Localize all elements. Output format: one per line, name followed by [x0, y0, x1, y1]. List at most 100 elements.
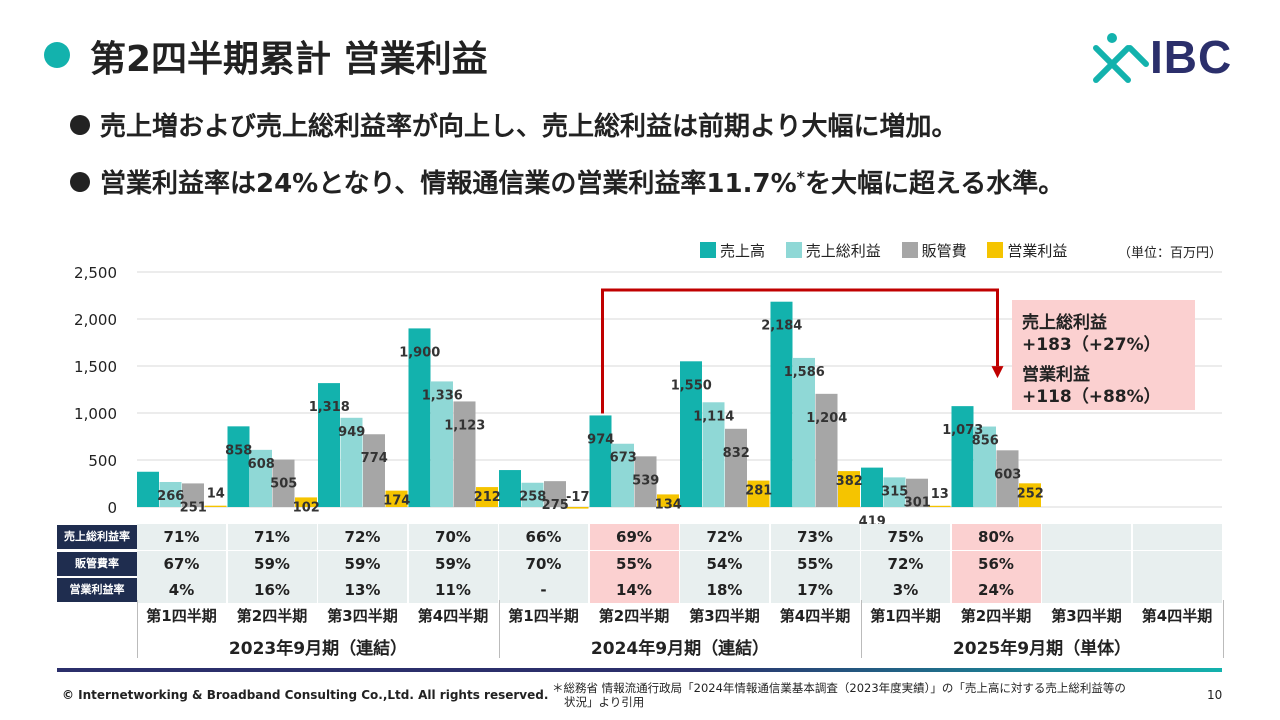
- legend-swatch-op: [987, 241, 1004, 258]
- bar: [159, 481, 182, 507]
- data-label: 774: [361, 451, 388, 466]
- x-tick-label: 第4四半期: [417, 607, 489, 625]
- x-tick-label: 第3四半期: [689, 607, 760, 625]
- data-label: 252: [1017, 486, 1044, 501]
- x-tick-label: 第2四半期: [598, 607, 670, 625]
- bar: [725, 428, 747, 507]
- ratio-header: 売上総利益率: [57, 525, 137, 549]
- footer-divider: [57, 668, 1222, 672]
- bullet-1: 売上増および売上総利益率が向上し、売上総利益は前期より大幅に増加。: [70, 106, 957, 143]
- x-tick-label: 第2四半期: [960, 607, 1032, 625]
- fiscal-year-label: 2023年9月期（連結）: [228, 639, 408, 659]
- bar: [793, 357, 815, 507]
- ratio-cell: 66%: [499, 524, 588, 550]
- data-label: 14: [207, 487, 225, 502]
- legend-label-op: 営業利益: [1007, 242, 1068, 260]
- ratio-cell: 54%: [680, 551, 769, 577]
- ratio-cell: 56%: [951, 551, 1041, 577]
- ratio-cell: 72%: [861, 551, 950, 577]
- bullet-1-text: 売上増および売上総利益率が向上し、売上総利益は前期より大幅に増加。: [100, 112, 958, 142]
- ratio-cell: 67%: [137, 551, 226, 577]
- bar: [634, 456, 657, 507]
- ratio-cell: [1132, 577, 1222, 603]
- data-label: 266: [157, 489, 184, 504]
- data-label: 505: [270, 477, 297, 492]
- y-tick-label: 2,500: [74, 264, 117, 282]
- legend-item-gross: 売上総利益: [785, 240, 881, 261]
- change-callout: 売上総利益 +183（+27%） 営業利益 +118（+88%）: [1012, 300, 1195, 410]
- ratio-cell: [1132, 551, 1222, 577]
- data-label: 281: [745, 484, 772, 499]
- data-label: 382: [836, 474, 863, 489]
- bar: [182, 483, 204, 507]
- x-tick-label: 第4四半期: [1141, 607, 1213, 625]
- legend-swatch-sales: [700, 241, 716, 258]
- ratio-cell: 73%: [770, 524, 860, 550]
- legend-label-sga: 販管費: [921, 242, 967, 260]
- data-label: 673: [610, 451, 637, 466]
- bar: [702, 402, 725, 507]
- bar: [883, 477, 906, 507]
- ratio-cell: [1042, 551, 1131, 577]
- footnote-line-1: ＊総務省 情報流通行政局「2024年情報通信業基本調査（2023年度実績）」の「…: [552, 681, 1126, 695]
- bar: [250, 449, 272, 507]
- x-tick-label: 第3四半期: [327, 607, 398, 625]
- bar: [680, 361, 702, 507]
- bar: [453, 401, 476, 507]
- data-label: 1,114: [693, 409, 734, 424]
- ratio-cell: 75%: [861, 524, 950, 550]
- ratio-cell: 55%: [589, 551, 679, 577]
- ratio-cell: 69%: [589, 524, 679, 550]
- page-number: 10: [1207, 688, 1223, 702]
- data-label: 1,336: [422, 388, 463, 403]
- ratio-cell: [1042, 524, 1131, 550]
- data-label: 102: [293, 500, 320, 515]
- data-label: 315: [881, 484, 908, 499]
- ratio-cell: 59%: [227, 551, 317, 577]
- data-label: 1,204: [806, 411, 847, 426]
- x-tick-label: 第1四半期: [870, 607, 941, 625]
- chart-legend: 売上高 売上総利益 販管費 営業利益: [700, 240, 1083, 261]
- ratio-header: 販管費率: [57, 552, 137, 576]
- bar: [996, 450, 1019, 507]
- bar: [747, 480, 770, 507]
- ratio-cell: 4%: [137, 577, 226, 603]
- y-tick-label: 500: [88, 452, 117, 470]
- axis-divider: [1223, 600, 1224, 658]
- growth-bracket-line: [601, 288, 999, 414]
- ibc-logo-icon: [1093, 33, 1149, 83]
- logo-text: IBC: [1150, 31, 1233, 83]
- ratio-cell: 80%: [951, 524, 1041, 550]
- data-label: 212: [474, 490, 501, 505]
- copyright: © Internetworking & Broadband Consulting…: [62, 688, 549, 702]
- data-label: 174: [383, 494, 410, 509]
- data-label: 275: [542, 498, 569, 513]
- data-label: 258: [519, 490, 546, 505]
- fiscal-year-label: 2025年9月期（単体）: [952, 639, 1132, 659]
- bar: [340, 417, 363, 507]
- data-label: 1,550: [671, 378, 712, 393]
- bar: [612, 443, 634, 507]
- ratio-cell: 14%: [589, 577, 679, 603]
- legend-item-sga: 販管費: [901, 240, 967, 261]
- footnote-line-2: 状況」より引用: [564, 695, 645, 709]
- data-label: 1,318: [309, 400, 350, 415]
- x-tick-label: 第2四半期: [236, 607, 308, 625]
- legend-item-sales: 売上高: [700, 240, 765, 261]
- ratio-cell: 71%: [227, 524, 317, 550]
- axis-divider: [499, 600, 500, 658]
- ratio-cell: 11%: [408, 577, 498, 603]
- ratio-cell: 13%: [318, 577, 407, 603]
- bar: [566, 507, 589, 509]
- data-label: 134: [655, 497, 682, 512]
- callout-op-value: +118（+88%）: [1022, 387, 1161, 407]
- data-label: 2,184: [761, 319, 802, 334]
- data-label: 608: [248, 457, 275, 472]
- ratio-cell: 70%: [499, 551, 588, 577]
- data-label: 13: [931, 487, 949, 502]
- bar: [815, 393, 838, 507]
- ratio-cell: 55%: [770, 551, 860, 577]
- y-tick-label: 0: [107, 499, 117, 517]
- data-label: 1,586: [784, 365, 825, 380]
- bullet-2: 営業利益率は24%となり、情報通信業の営業利益率11.7%*を大幅に超える水準。: [70, 163, 1064, 200]
